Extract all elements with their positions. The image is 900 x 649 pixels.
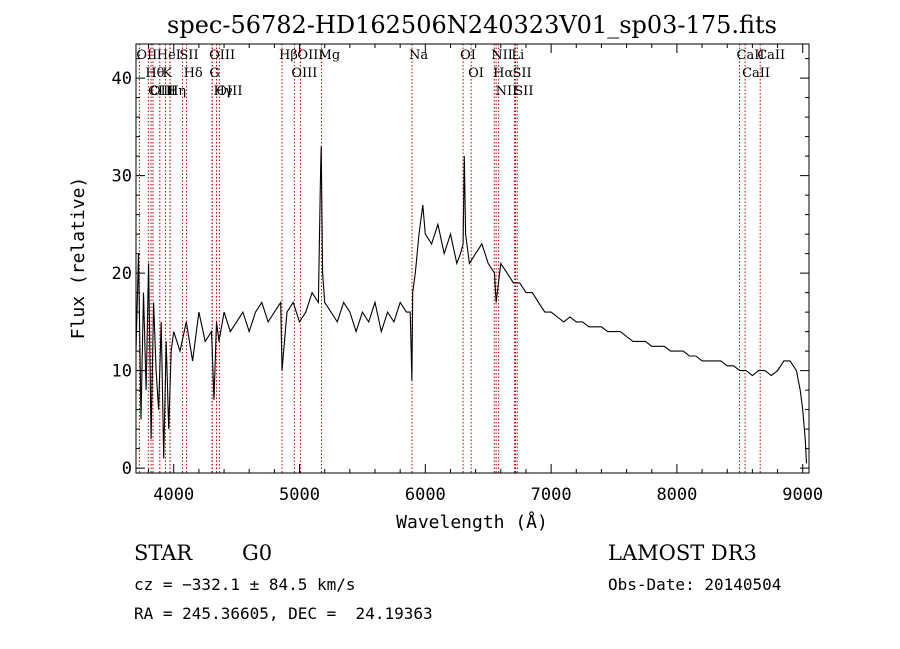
spectral-line-label: OI bbox=[460, 48, 476, 63]
spectral-line-label: G bbox=[209, 66, 219, 81]
y-tick-label: 30 bbox=[112, 167, 132, 187]
x-tick-label: 8000 bbox=[656, 485, 697, 505]
x-tick-label: 6000 bbox=[405, 485, 446, 505]
y-tick-label: 10 bbox=[112, 362, 132, 382]
obs-date: Obs-Date: 20140504 bbox=[608, 575, 782, 594]
spectral-line-label: H bbox=[167, 84, 178, 99]
spectral-line-label: HeI bbox=[157, 48, 181, 63]
spectral-lines bbox=[138, 44, 761, 473]
spectral-line-label: Na bbox=[409, 48, 428, 63]
survey-name: LAMOST DR3 bbox=[608, 541, 757, 565]
spectral-line-labels: OIIHθCIIIOIIIHeIKHηHSIIHδOIIIGHγOIIIHβOI… bbox=[136, 48, 785, 99]
object-subclass: G0 bbox=[242, 541, 273, 565]
spectral-line-label: CaII bbox=[737, 48, 765, 63]
spectral-line-label: SII bbox=[513, 66, 532, 81]
spectral-line-label: Hβ bbox=[279, 48, 298, 63]
spectral-line-label: NII bbox=[491, 48, 513, 63]
spectral-line-label: SII bbox=[179, 48, 198, 63]
coordinates: RA = 245.36605, DEC = 24.19363 bbox=[134, 604, 433, 623]
axis-ticks: 4000 5000 6000 7000 8000 9000 0 10 20 30 40 bbox=[112, 44, 823, 505]
spectral-line-label: CaII bbox=[757, 48, 785, 63]
redshift-value: cz = −332.1 ± 84.5 km/s bbox=[134, 575, 356, 594]
spectral-line-label: OIII bbox=[150, 84, 176, 99]
object-class: STAR bbox=[134, 541, 193, 565]
spectral-line-label: Hη bbox=[167, 84, 186, 99]
spectral-line-label: CIII bbox=[148, 84, 173, 99]
spectral-line-label: SII bbox=[514, 84, 533, 99]
spectral-line-label: Hθ bbox=[145, 66, 164, 81]
x-tick-label: 5000 bbox=[279, 485, 320, 505]
spectral-line-label: Hα bbox=[493, 66, 513, 81]
spectral-line-label: OI bbox=[468, 66, 484, 81]
x-tick-label: 7000 bbox=[531, 485, 572, 505]
spectral-line-label: OII bbox=[136, 48, 157, 63]
spectral-line-label: Li bbox=[511, 48, 524, 63]
spectral-line-label: Hδ bbox=[184, 66, 203, 81]
spectral-line-label: K bbox=[162, 66, 172, 81]
plot-frame bbox=[135, 43, 810, 474]
y-tick-label: 0 bbox=[122, 459, 132, 479]
spectral-line-label: OIII bbox=[209, 48, 235, 63]
spectral-line-label: OIII bbox=[291, 66, 317, 81]
x-tick-label: 9000 bbox=[782, 485, 823, 505]
spectral-line-label: OIII bbox=[216, 84, 242, 99]
x-axis-label: Wavelength (Å) bbox=[396, 511, 548, 533]
spectrum-series-line bbox=[135, 146, 808, 464]
spectral-line-label: Hγ bbox=[214, 84, 233, 99]
y-tick-label: 20 bbox=[112, 264, 132, 284]
y-tick-label: 40 bbox=[112, 69, 132, 89]
y-axis-label: Flux (relative) bbox=[68, 177, 89, 340]
chart-title: spec-56782-HD162506N240323V01_sp03-175.f… bbox=[167, 11, 777, 39]
spectral-line-label: CaII bbox=[742, 66, 770, 81]
spectral-line-label: Mg bbox=[319, 48, 341, 63]
spectral-line-label: OIII bbox=[297, 48, 323, 63]
spectral-line-label: NII bbox=[496, 84, 518, 99]
x-tick-label: 4000 bbox=[153, 485, 194, 505]
